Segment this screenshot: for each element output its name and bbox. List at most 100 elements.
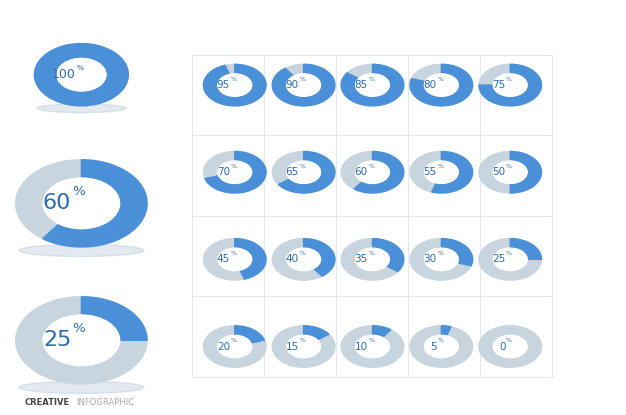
Wedge shape xyxy=(479,326,541,367)
Text: 55: 55 xyxy=(423,167,437,177)
Circle shape xyxy=(43,178,120,229)
Text: %: % xyxy=(506,338,512,344)
Text: 40: 40 xyxy=(286,254,299,264)
Text: %: % xyxy=(230,338,237,344)
Circle shape xyxy=(218,248,252,271)
Wedge shape xyxy=(16,297,147,384)
Circle shape xyxy=(493,161,527,183)
Text: %: % xyxy=(230,77,237,82)
Wedge shape xyxy=(341,151,404,193)
Circle shape xyxy=(356,335,389,358)
Text: %: % xyxy=(437,338,443,344)
Text: 65: 65 xyxy=(285,167,299,177)
Text: 95: 95 xyxy=(217,80,230,90)
Text: %: % xyxy=(506,164,512,169)
Ellipse shape xyxy=(37,104,126,112)
Wedge shape xyxy=(410,64,473,106)
Wedge shape xyxy=(410,151,473,193)
Wedge shape xyxy=(203,64,266,106)
Wedge shape xyxy=(34,44,128,106)
Circle shape xyxy=(493,248,527,271)
Text: %: % xyxy=(72,322,85,335)
Text: %: % xyxy=(299,164,305,169)
Wedge shape xyxy=(341,326,404,367)
Text: %: % xyxy=(437,251,443,256)
Text: %: % xyxy=(437,164,443,169)
Text: %: % xyxy=(230,251,237,256)
Wedge shape xyxy=(372,239,404,271)
Wedge shape xyxy=(510,151,541,193)
Circle shape xyxy=(356,74,389,96)
Text: 25: 25 xyxy=(43,330,71,350)
Text: 25: 25 xyxy=(492,254,506,264)
Wedge shape xyxy=(235,239,266,279)
Text: 90: 90 xyxy=(286,80,299,90)
Wedge shape xyxy=(410,64,473,106)
Wedge shape xyxy=(479,64,541,106)
Wedge shape xyxy=(510,239,541,259)
Text: %: % xyxy=(230,164,237,169)
Wedge shape xyxy=(205,151,266,193)
Text: 5: 5 xyxy=(430,342,437,352)
Circle shape xyxy=(424,335,458,358)
Circle shape xyxy=(356,248,389,271)
Wedge shape xyxy=(203,64,266,106)
Text: %: % xyxy=(506,251,512,256)
Text: CREATIVE: CREATIVE xyxy=(25,398,70,407)
Text: 60: 60 xyxy=(43,193,71,213)
Text: %: % xyxy=(76,65,83,71)
Wedge shape xyxy=(354,151,404,193)
Wedge shape xyxy=(341,64,404,106)
Circle shape xyxy=(287,248,321,271)
Text: 80: 80 xyxy=(424,80,437,90)
Text: %: % xyxy=(437,77,443,82)
Ellipse shape xyxy=(19,381,144,393)
Text: %: % xyxy=(506,77,512,82)
Wedge shape xyxy=(272,239,335,280)
Ellipse shape xyxy=(19,244,144,256)
Wedge shape xyxy=(479,64,541,106)
Text: 70: 70 xyxy=(217,167,230,177)
Circle shape xyxy=(218,335,252,358)
Text: 10: 10 xyxy=(355,342,368,352)
Wedge shape xyxy=(203,326,266,367)
Circle shape xyxy=(287,74,321,96)
Text: %: % xyxy=(299,251,305,256)
Circle shape xyxy=(356,161,389,183)
Wedge shape xyxy=(16,160,147,247)
Wedge shape xyxy=(235,326,265,343)
Text: %: % xyxy=(368,251,374,256)
Wedge shape xyxy=(410,326,473,367)
Text: 100: 100 xyxy=(52,68,76,81)
Wedge shape xyxy=(441,239,473,266)
Wedge shape xyxy=(479,239,541,280)
Circle shape xyxy=(287,161,321,183)
Text: INFOGRAPHIC: INFOGRAPHIC xyxy=(76,398,135,407)
Text: %: % xyxy=(299,338,305,344)
Wedge shape xyxy=(203,151,266,193)
Wedge shape xyxy=(203,239,266,280)
Text: 85: 85 xyxy=(354,80,368,90)
Wedge shape xyxy=(304,326,329,339)
Text: 50: 50 xyxy=(493,167,506,177)
Circle shape xyxy=(424,161,458,183)
Wedge shape xyxy=(272,64,335,106)
Circle shape xyxy=(218,161,252,183)
Wedge shape xyxy=(272,151,335,193)
Text: 75: 75 xyxy=(492,80,506,90)
Wedge shape xyxy=(441,326,451,335)
Circle shape xyxy=(287,335,321,358)
Wedge shape xyxy=(341,239,404,280)
Text: %: % xyxy=(368,77,374,82)
Text: 20: 20 xyxy=(217,342,230,352)
Text: %: % xyxy=(368,164,374,169)
Text: %: % xyxy=(72,185,85,198)
Text: 60: 60 xyxy=(355,167,368,177)
Text: 35: 35 xyxy=(354,254,368,264)
Circle shape xyxy=(57,59,106,91)
Wedge shape xyxy=(81,297,147,340)
Wedge shape xyxy=(479,151,541,193)
Wedge shape xyxy=(341,64,404,106)
Text: 45: 45 xyxy=(217,254,230,264)
Wedge shape xyxy=(272,64,335,106)
